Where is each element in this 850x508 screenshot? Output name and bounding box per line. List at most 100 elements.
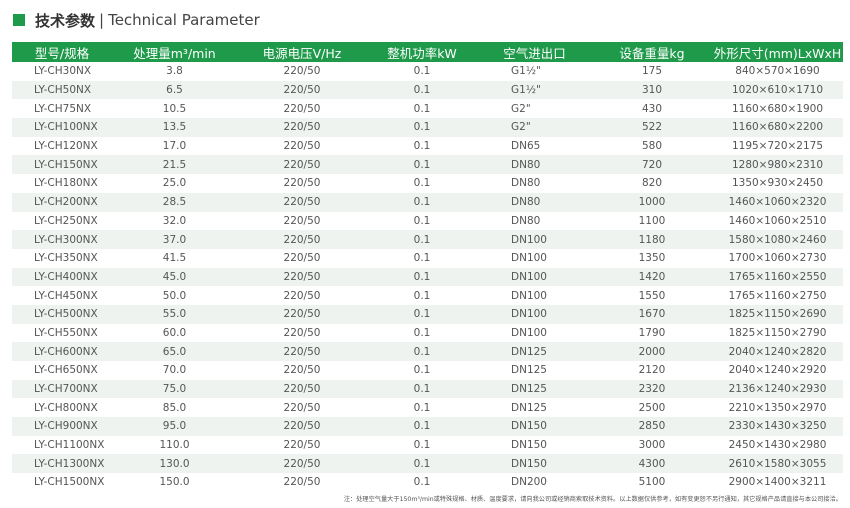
table-cell: 1580×1080×2460 xyxy=(712,230,843,249)
table-cell: 25.0 xyxy=(162,177,187,190)
table-cell: 1350 xyxy=(638,252,666,265)
table-cell: LY-CH300NX xyxy=(12,230,112,249)
table-cell: DN80 xyxy=(511,214,541,227)
table-cell: 0.1 xyxy=(413,476,431,489)
table-cell: LY-CH150NX xyxy=(12,155,112,175)
table-cell: 175 xyxy=(641,65,663,78)
table-cell: DN80 xyxy=(477,155,592,175)
table-cell: 220/50 xyxy=(283,252,321,265)
table-cell: 2120 xyxy=(638,364,666,377)
table-cell: 2320 xyxy=(592,379,712,399)
table-cell: DN125 xyxy=(511,401,547,414)
table-cell: 110.0 xyxy=(159,439,190,452)
table-cell: DN150 xyxy=(511,439,547,452)
table-cell: 10.5 xyxy=(162,102,187,115)
table-cell: 2136×1240×2930 xyxy=(712,379,843,399)
table-cell: 1195×720×2175 xyxy=(731,140,824,153)
table-cell: DN100 xyxy=(511,252,547,265)
table-cell: 720 xyxy=(592,155,712,175)
green-square-icon xyxy=(13,14,25,26)
table-cell: 1700×1060×2730 xyxy=(728,252,827,265)
table-cell: DN100 xyxy=(477,230,592,249)
table-cell: 2610×1580×3055 xyxy=(712,454,843,474)
table-row: LY-CH50NX 6.5 220/50 0.1 G1½" 310 1020×610×171… xyxy=(12,80,843,100)
table-cell: 28.5 xyxy=(112,192,237,212)
table-cell: 0.1 xyxy=(367,230,477,249)
table-cell: 220/50 xyxy=(237,417,367,436)
table-cell: 820 xyxy=(641,177,663,190)
table-cell: DN100 xyxy=(511,289,547,302)
column-header: 外形尺寸(mm)LxWxH xyxy=(712,42,843,62)
table-cell: 1765×1160×2550 xyxy=(712,267,843,287)
table-cell: 310 xyxy=(592,80,712,100)
table-cell: LY-CH75NX xyxy=(34,102,92,115)
table-cell: 220/50 xyxy=(237,230,367,249)
table-cell: LY-CH550NX xyxy=(34,326,98,339)
column-header: 电源电压V/Hz xyxy=(237,42,367,62)
table-row: LY-CH75NX 10.5 220/50 0.1 G2" 430 1160×680×190… xyxy=(12,99,843,118)
table-cell: LY-CH250NX xyxy=(34,214,98,227)
table-cell: LY-CH600NX xyxy=(12,342,112,361)
title-en: Technical Parameter xyxy=(108,11,260,29)
table-cell: 2330×1430×3250 xyxy=(712,417,843,436)
table-cell: 0.1 xyxy=(413,401,431,414)
table-cell: 2040×1240×2920 xyxy=(728,364,827,377)
table-cell: 0.1 xyxy=(367,454,477,474)
section-title: 技术参数 | Technical Parameter xyxy=(13,9,260,31)
table-cell: 1670 xyxy=(592,304,712,324)
table-cell: 220/50 xyxy=(237,454,367,474)
table-cell: 0.1 xyxy=(413,326,431,339)
table-cell: LY-CH350NX xyxy=(34,252,98,265)
table-cell: 220/50 xyxy=(283,364,321,377)
table-cell: 45.0 xyxy=(112,267,237,287)
table-cell: 0.1 xyxy=(413,102,431,115)
table-cell: 0.1 xyxy=(413,65,431,78)
table-cell: 220/50 xyxy=(237,80,367,100)
table-cell: DN150 xyxy=(477,417,592,436)
table-cell: 95.0 xyxy=(112,417,237,436)
table-row: LY-CH1100NX 110.0 220/50 0.1 DN150 3000 2450×1… xyxy=(12,436,843,455)
table-cell: LY-CH30NX xyxy=(34,65,92,78)
table-row: LY-CH250NX 32.0 220/50 0.1 DN80 1100 1460×1060… xyxy=(12,212,843,231)
table-cell: 65.0 xyxy=(112,342,237,361)
table-cell: DN150 xyxy=(477,454,592,474)
table-cell: 1765×1160×2750 xyxy=(728,289,827,302)
table-cell: 1460×1060×2320 xyxy=(712,192,843,212)
table-cell: DN80 xyxy=(477,192,592,212)
table-cell: 1160×680×1900 xyxy=(731,102,824,115)
table-row: LY-CH400NX 45.0 220/50 0.1 DN100 1420 1765×116… xyxy=(12,267,843,287)
column-header: 设备重量kg xyxy=(592,42,712,62)
table-cell: LY-CH900NX xyxy=(12,417,112,436)
table-cell: 220/50 xyxy=(283,439,321,452)
table-row: LY-CH1300NX 130.0 220/50 0.1 DN150 4300 2610×1… xyxy=(12,454,843,474)
table-cell: 4300 xyxy=(592,454,712,474)
table-cell: LY-CH450NX xyxy=(34,289,98,302)
table-cell: 0.1 xyxy=(367,304,477,324)
table-cell: 0.1 xyxy=(413,252,431,265)
table-row: LY-CH150NX 21.5 220/50 0.1 DN80 720 1280×980×2… xyxy=(12,155,843,175)
table-row: LY-CH650NX 70.0 220/50 0.1 DN125 2120 2040×124… xyxy=(12,361,843,380)
table-cell: G1½" xyxy=(477,80,592,100)
table-cell: 5100 xyxy=(638,476,666,489)
table-cell: DN65 xyxy=(511,140,541,153)
table-row: LY-CH700NX 75.0 220/50 0.1 DN125 2320 2136×124… xyxy=(12,379,843,399)
table-cell: DN100 xyxy=(477,267,592,287)
table-cell: 3000 xyxy=(638,439,666,452)
table-cell: 220/50 xyxy=(283,177,321,190)
table-cell: 0.1 xyxy=(367,192,477,212)
table-cell: 75.0 xyxy=(112,379,237,399)
table-row: LY-CH120NX 17.0 220/50 0.1 DN65 580 1195×720×2… xyxy=(12,137,843,156)
table-cell: 2210×1350×2970 xyxy=(728,401,827,414)
table-row: LY-CH100NX 13.5 220/50 0.1 G2" 522 1160×680×22… xyxy=(12,118,843,137)
table-cell: 70.0 xyxy=(162,364,187,377)
table-cell: 430 xyxy=(641,102,663,115)
table-cell: 220/50 xyxy=(237,342,367,361)
table-cell: 21.5 xyxy=(112,155,237,175)
table-cell: 1420 xyxy=(592,267,712,287)
table-row: LY-CH1500NX 150.0 220/50 0.1 DN200 5100 2900×1… xyxy=(12,473,843,492)
table-cell: 1000 xyxy=(592,192,712,212)
table-cell: LY-CH650NX xyxy=(34,364,98,377)
table-cell: LY-CH1300NX xyxy=(12,454,112,474)
table-cell: 2000 xyxy=(592,342,712,361)
table-cell: 1825×1150×2790 xyxy=(728,326,827,339)
